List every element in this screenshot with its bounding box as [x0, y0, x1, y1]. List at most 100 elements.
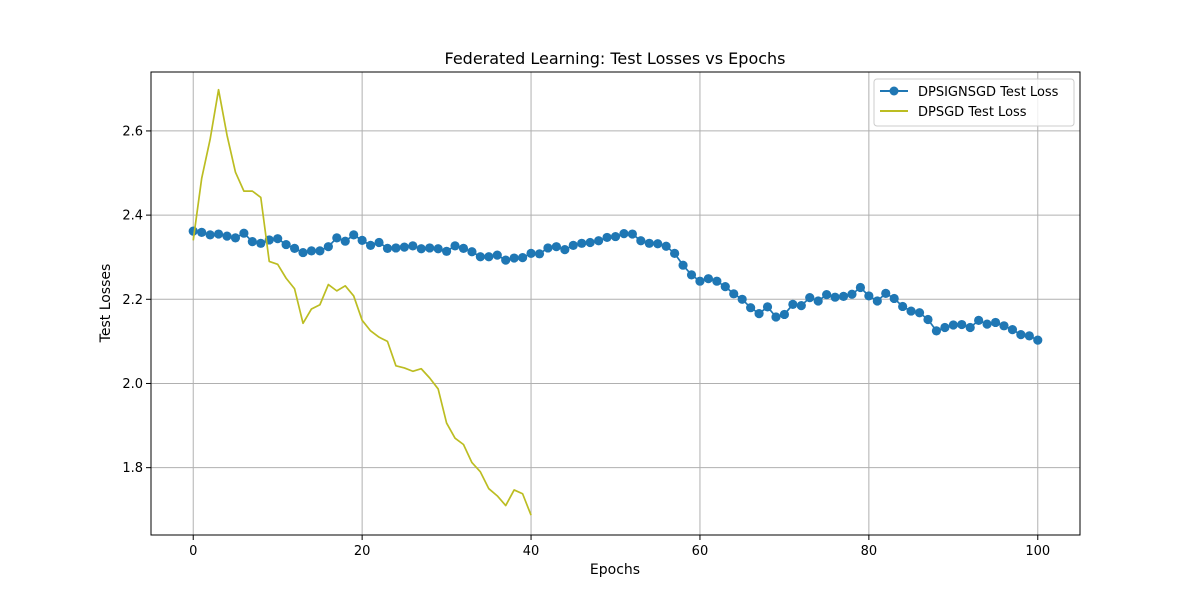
data-point [610, 231, 621, 242]
y-tick-label: 2.2 [122, 293, 143, 308]
data-point [526, 248, 536, 259]
data-point [805, 293, 815, 303]
data-point [999, 321, 1009, 331]
data-point [416, 244, 426, 254]
data-point [408, 241, 418, 251]
data-point [391, 243, 401, 253]
grid [151, 72, 1080, 535]
series-dpsgd-test-loss [192, 88, 532, 516]
data-point [382, 243, 393, 253]
data-point [1007, 325, 1018, 335]
data-point [365, 240, 376, 251]
data-point [653, 239, 663, 249]
data-point [838, 291, 849, 301]
data-point [746, 303, 756, 313]
data-point [543, 243, 553, 253]
data-point [289, 243, 300, 253]
x-tick-label: 20 [354, 544, 371, 559]
data-point [779, 309, 790, 320]
data-point [340, 236, 350, 246]
data-point [1033, 335, 1043, 345]
data-point [712, 276, 722, 286]
data-point [661, 241, 671, 251]
data-point [619, 229, 629, 239]
data-point [467, 247, 477, 257]
data-point [205, 230, 215, 240]
data-point [349, 230, 359, 240]
data-point [315, 246, 325, 256]
data-point [323, 242, 333, 252]
data-point [585, 237, 595, 248]
data-point [923, 314, 933, 325]
data-point [239, 228, 249, 238]
data-point [636, 236, 646, 246]
data-point [864, 291, 874, 301]
data-point [830, 292, 840, 302]
series-layer [188, 88, 1043, 516]
y-tick-label: 2.6 [122, 124, 143, 139]
legend-label-dpsignsgd: DPSIGNSGD Test Loss [918, 85, 1059, 100]
data-point [847, 289, 857, 299]
data-point [957, 319, 967, 330]
legend: DPSIGNSGD Test Loss DPSGD Test Loss [873, 78, 1075, 127]
data-point [1024, 331, 1034, 341]
y-tick-label: 2.4 [122, 209, 143, 224]
series-dpsignsgd-test-loss [188, 226, 1043, 345]
data-point [1016, 330, 1026, 340]
data-point [273, 234, 283, 244]
data-point [247, 237, 257, 247]
data-point [492, 250, 502, 260]
data-point [357, 235, 367, 245]
data-point [788, 299, 798, 309]
data-point [577, 238, 587, 248]
chart-title: Federated Learning: Test Losses vs Epoch… [444, 49, 785, 68]
data-point [872, 296, 882, 306]
data-point [230, 233, 241, 243]
data-point [475, 252, 485, 262]
data-point [678, 260, 688, 270]
data-point [855, 282, 866, 293]
data-point [914, 308, 925, 318]
y-tick-label: 2.0 [122, 377, 143, 392]
data-point [889, 293, 899, 304]
data-point [906, 306, 916, 316]
x-tick-label: 80 [861, 544, 878, 559]
data-point [484, 252, 494, 262]
data-point [695, 276, 705, 286]
data-point [197, 227, 207, 237]
y-axis-ticks: 1.8 2.0 2.2 2.4 2.6 [122, 124, 151, 476]
data-point [703, 274, 714, 284]
data-point [509, 253, 519, 263]
data-point [256, 238, 266, 248]
data-point [881, 288, 891, 298]
data-point [458, 243, 469, 253]
plot-frame [150, 71, 1081, 536]
legend-label-dpsgd: DPSGD Test Loss [918, 105, 1027, 120]
data-point [306, 246, 317, 256]
data-point [399, 242, 409, 252]
data-point [737, 294, 747, 304]
x-axis-ticks: 0 20 40 60 80 100 [189, 535, 1050, 559]
data-point [551, 242, 561, 252]
data-point [501, 255, 511, 265]
data-point [568, 240, 578, 251]
y-axis-label: Test Losses [98, 264, 114, 344]
data-point [940, 322, 950, 333]
data-point [813, 296, 823, 306]
data-point [898, 301, 908, 312]
data-point [425, 243, 435, 253]
data-point [965, 322, 975, 333]
legend-marker-dpsignsgd [889, 86, 899, 96]
data-point [771, 312, 781, 322]
data-point [560, 245, 570, 255]
data-point [298, 247, 308, 258]
data-point [213, 229, 224, 239]
data-point [332, 233, 342, 243]
data-point [433, 244, 443, 254]
data-point [974, 315, 984, 325]
data-point [948, 320, 958, 330]
data-point [222, 231, 232, 241]
data-point [796, 301, 806, 311]
data-point [602, 232, 612, 243]
